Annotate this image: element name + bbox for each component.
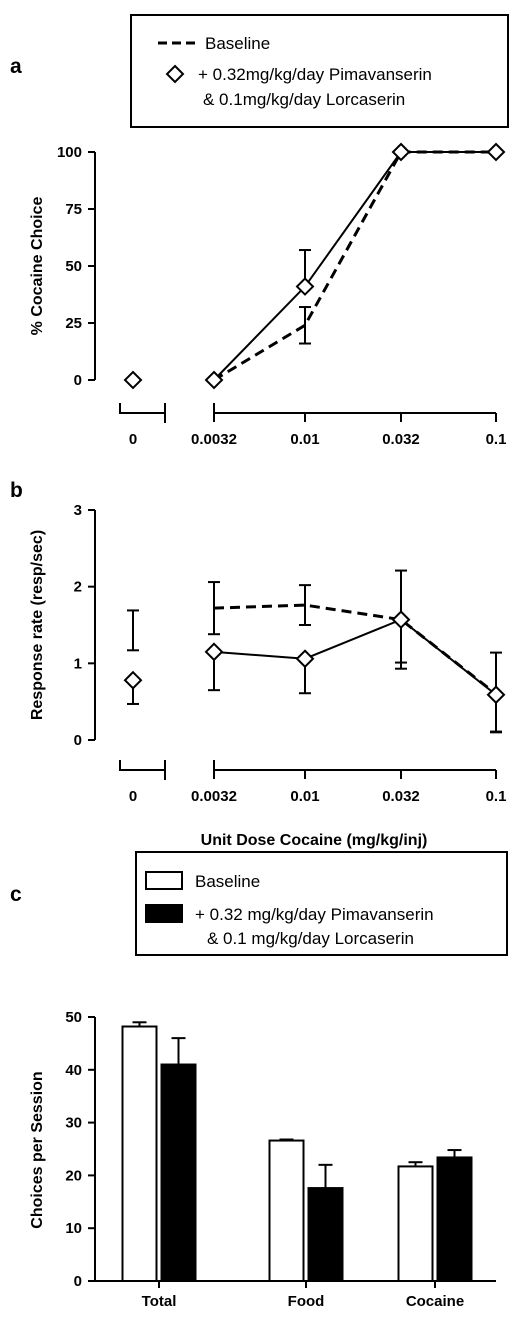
y-tick-label: 25 (65, 315, 82, 332)
legend-ab-frame (130, 14, 509, 128)
legend-c-treatment-label-1: + 0.32 mg/kg/day Pimavanserin (195, 905, 434, 924)
x-tick-label: Food (288, 1293, 325, 1310)
legend-c-baseline-label: Baseline (195, 872, 260, 891)
y-tick-label: 50 (65, 1009, 82, 1026)
treatment-bar (160, 1063, 197, 1283)
x-tick-label: 0 (129, 788, 137, 805)
panel-b-x-break-left (119, 760, 166, 780)
treatment-data-point (295, 649, 315, 669)
panel-c-x-ticks: Total Food Cocaine (142, 1281, 464, 1310)
y-tick-label: 0 (74, 732, 82, 749)
treatment-data-point (391, 610, 411, 630)
treatment-data-point (204, 370, 224, 390)
x-tick-label: 0.1 (486, 431, 507, 448)
panel-b-y-ticks: 0 1 2 3 (74, 502, 95, 749)
panel-a-y-axis-label: % Cocaine Choice (29, 197, 46, 336)
x-tick-label: 0.032 (382, 788, 420, 805)
y-tick-label: 1 (74, 655, 82, 672)
treatment-data-point (295, 277, 315, 296)
panel-letter-a: a (10, 55, 22, 78)
y-tick-label: 0 (74, 372, 82, 389)
panel-b-y-axis-label: Response rate (resp/sec) (29, 530, 46, 720)
y-tick-label: 40 (65, 1062, 82, 1079)
legend-c: Baseline + 0.32 mg/kg/day Pimavanserin &… (135, 851, 508, 956)
x-tick-label: 0.01 (290, 788, 319, 805)
panel-letter-b: b (10, 479, 23, 502)
x-tick-label: Cocaine (406, 1293, 464, 1310)
y-tick-label: 0 (74, 1273, 82, 1290)
panel-a-x-axis-right (213, 403, 496, 414)
treatment-data-point (486, 685, 506, 705)
y-tick-label: 75 (65, 201, 82, 218)
panel-c-y-axis-label: Choices per Session (29, 1071, 46, 1228)
y-tick-label: 10 (65, 1220, 82, 1237)
baseline-bar (397, 1165, 434, 1282)
baseline-series-line (213, 150, 496, 382)
x-tick-label: 0.1 (486, 788, 507, 805)
treatment-data-point (123, 670, 143, 690)
y-tick-label: 2 (74, 579, 82, 596)
legend-ab: Baseline + 0.32mg/kg/day Pimavanserin & … (130, 14, 509, 128)
panel-b-x-axis-label: Unit Dose Cocaine (mg/kg/inj) (201, 832, 428, 849)
panel-a-chart: 0 25 50 75 100 0 0.0032 0.01 0.032 0.1 % Cocaine… (29, 142, 507, 448)
panel-a-x-break-left (119, 403, 166, 423)
legend-ab-diamond-icon (165, 64, 185, 84)
x-tick-label: 0.01 (290, 431, 319, 448)
treatment-data-point (486, 142, 506, 162)
treatment-data-point (391, 142, 411, 162)
treatment-series-line (213, 151, 496, 381)
x-tick-label: Total (142, 1293, 177, 1310)
y-tick-label: 100 (57, 144, 82, 161)
baseline-bar (268, 1139, 305, 1282)
legend-c-frame (135, 851, 508, 956)
y-tick-label: 3 (74, 502, 82, 519)
panel-a-data-marks (123, 142, 506, 390)
treatment-bar (307, 1187, 344, 1283)
y-tick-label: 50 (65, 258, 82, 275)
legend-ab-baseline-label: Baseline (205, 34, 270, 53)
panel-b-chart: 0 1 2 3 0 0.0032 0.01 0.032 0.1 Response rate (… (29, 502, 506, 849)
y-tick-label: 20 (65, 1167, 82, 1184)
legend-c-treatment-label-2: & 0.1 mg/kg/day Lorcaserin (207, 929, 414, 948)
x-tick-label: 0 (129, 431, 137, 448)
x-tick-label: 0.0032 (191, 788, 237, 805)
panel-letter-c: c (10, 883, 22, 906)
treatment-data-point (204, 642, 224, 662)
baseline-series-line (213, 603, 497, 696)
legend-ab-treatment-label-1: + 0.32mg/kg/day Pimavanserin (198, 65, 432, 84)
legend-c-treatment-swatch (145, 904, 183, 923)
panel-a-y-ticks: 0 25 50 75 100 (57, 144, 95, 389)
panel-b-x-axis-right (213, 760, 496, 771)
panel-c-chart: 0 10 20 30 40 50 Total Food Cocaine Choices per… (29, 1009, 496, 1310)
panel-b-x-ticks: 0 0.0032 0.01 0.032 0.1 (129, 770, 507, 805)
x-tick-label: 0.032 (382, 431, 420, 448)
y-tick-label: 30 (65, 1115, 82, 1132)
treatment-series-line (213, 618, 497, 696)
baseline-error-bar (299, 306, 311, 345)
treatment-data-point (123, 370, 143, 390)
panel-c-data-marks (121, 1021, 473, 1283)
baseline-bar (121, 1025, 158, 1283)
panel-a-x-ticks: 0 0.0032 0.01 0.032 0.1 (129, 413, 507, 448)
treatment-bar (436, 1156, 473, 1282)
baseline-error-bar (208, 581, 220, 636)
panel-c-y-ticks: 0 10 20 30 40 50 (65, 1009, 95, 1290)
baseline-error-bar (127, 609, 139, 652)
x-tick-label: 0.0032 (191, 431, 237, 448)
panel-b-data-marks (123, 569, 506, 734)
legend-ab-treatment-label-2: & 0.1mg/kg/day Lorcaserin (203, 90, 405, 109)
baseline-error-bar (299, 584, 311, 626)
legend-c-baseline-swatch (145, 871, 183, 890)
